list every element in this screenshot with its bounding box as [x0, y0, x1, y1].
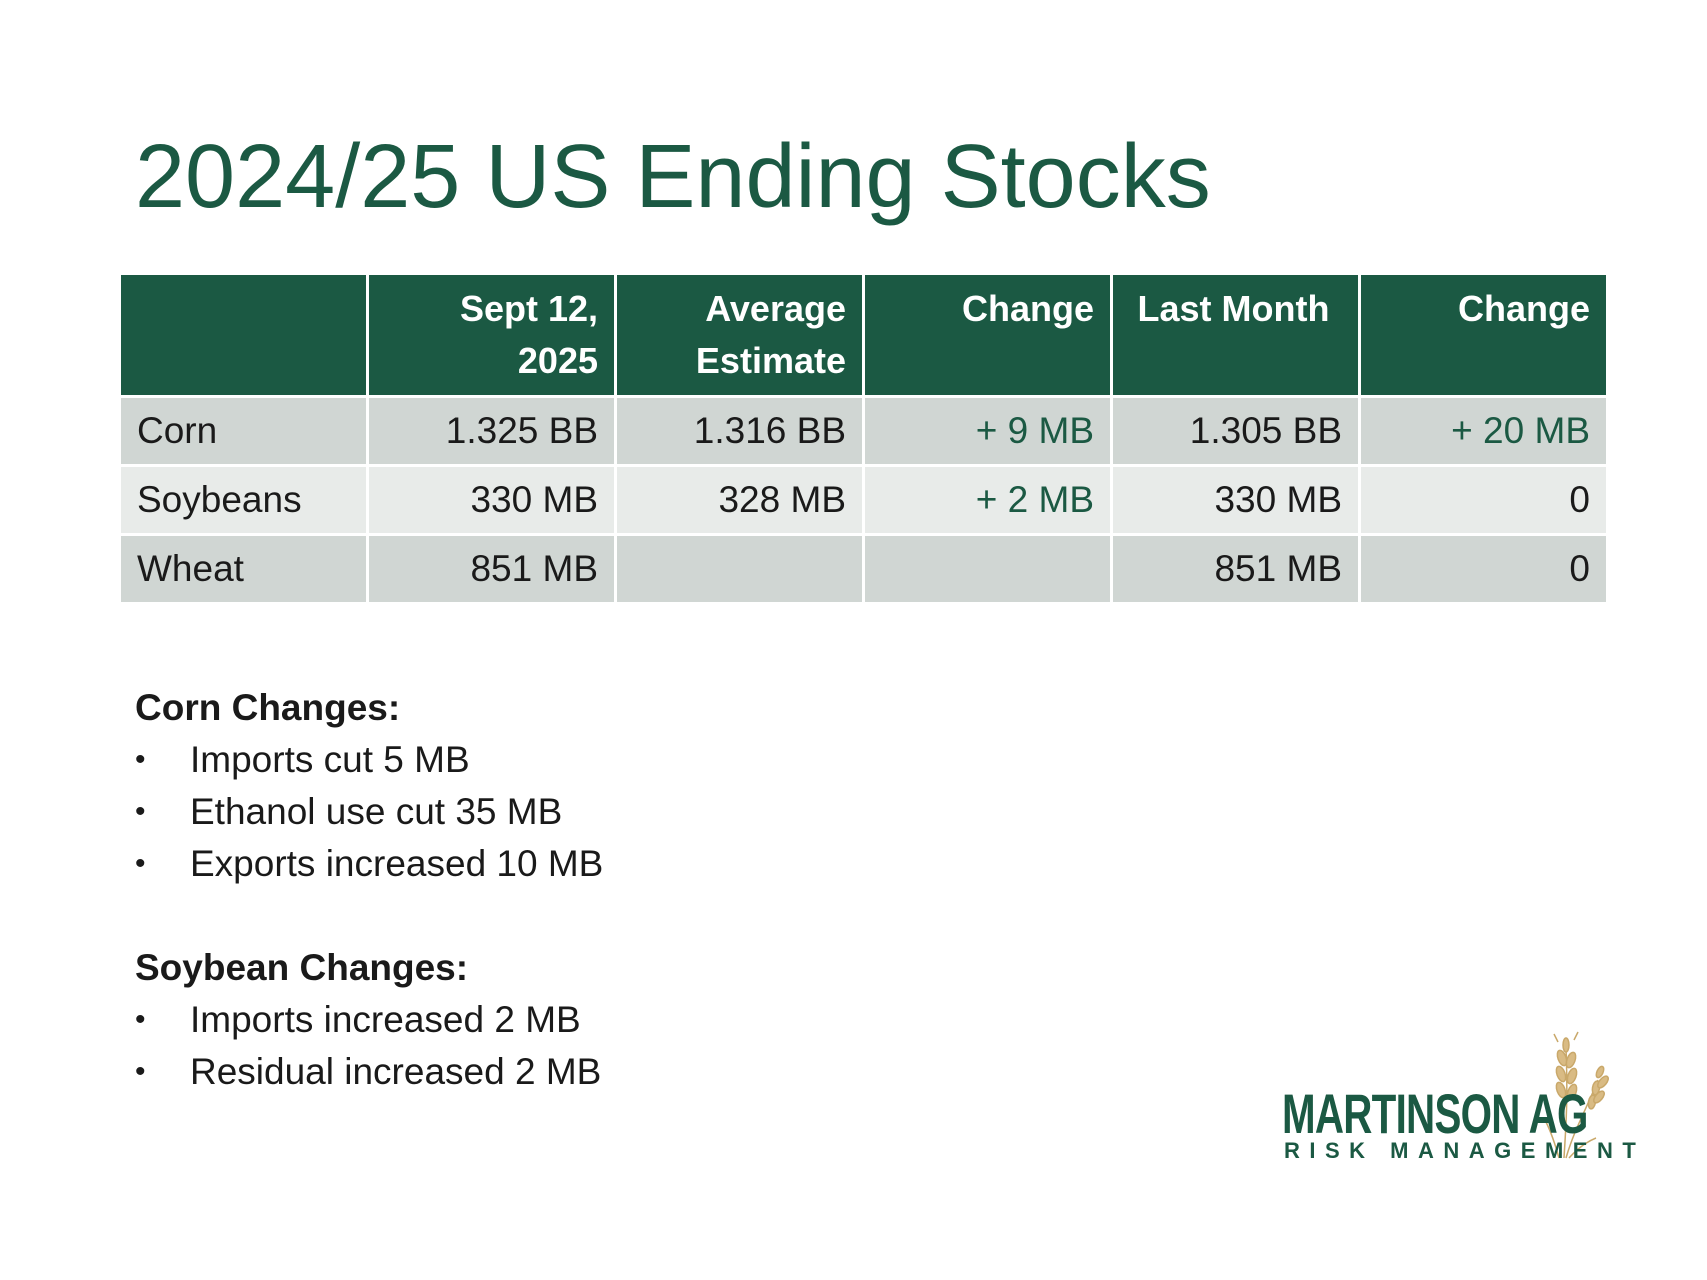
corn-changes-section: Corn Changes: • Imports cut 5 MB • Ethanol…: [135, 682, 1035, 890]
table-cell-average-estimate: [617, 536, 862, 602]
list-item-text: Imports increased 2 MB: [190, 999, 581, 1040]
table-cell-change: + 2 MB: [865, 467, 1110, 533]
table-row-soybeans: Soybeans 330 MB 328 MB + 2 MB 330 MB 0: [121, 467, 1606, 533]
column-header-change: Change: [865, 275, 1110, 395]
corn-changes-heading: Corn Changes:: [135, 687, 401, 728]
column-header-sept-12-2025: Sept 12, 2025: [369, 275, 614, 395]
bullet-icon: •: [135, 1055, 146, 1088]
table-row-wheat: Wheat 851 MB 851 MB 0: [121, 536, 1606, 602]
table-cell-change: + 9 MB: [865, 398, 1110, 464]
list-item-text: Ethanol use cut 35 MB: [190, 791, 563, 832]
soybean-changes-list: • Imports increased 2 MB • Residual increa…: [135, 994, 1035, 1098]
table-row-corn: Corn 1.325 BB 1.316 BB + 9 MB 1.305 BB +…: [121, 398, 1606, 464]
table-cell-change: [865, 536, 1110, 602]
table-cell-average-estimate: 328 MB: [617, 467, 862, 533]
table-cell-change-last-month: 0: [1361, 467, 1606, 533]
soybean-changes-heading: Soybean Changes:: [135, 947, 469, 988]
logo-tagline: RISK MANAGEMENT: [1284, 1138, 1646, 1163]
bullet-icon: •: [135, 1003, 146, 1036]
table-cell-last-month: 851 MB: [1113, 536, 1358, 602]
soybean-changes-section: Soybean Changes: • Imports increased 2 MB…: [135, 942, 1035, 1098]
list-item-text: Residual increased 2 MB: [190, 1051, 602, 1092]
column-header-commodity: [121, 275, 366, 395]
list-item: • Ethanol use cut 35 MB: [135, 786, 1035, 838]
list-item-text: Imports cut 5 MB: [190, 739, 470, 780]
table-cell-commodity: Soybeans: [121, 467, 366, 533]
ending-stocks-table: Sept 12, 2025 Average Estimate Change La…: [118, 272, 1609, 605]
column-header-average-estimate: Average Estimate: [617, 275, 862, 395]
list-item: • Imports increased 2 MB: [135, 994, 1035, 1046]
wheat-icon: [1545, 1031, 1609, 1159]
table-cell-sept-12: 851 MB: [369, 536, 614, 602]
table-cell-commodity: Corn: [121, 398, 366, 464]
column-header-change-last-month: Change: [1361, 275, 1606, 395]
column-header-last-month: Last Month: [1113, 275, 1358, 395]
table-cell-change-last-month: + 20 MB: [1361, 398, 1606, 464]
table-cell-change-last-month: 0: [1361, 536, 1606, 602]
list-item: • Imports cut 5 MB: [135, 734, 1035, 786]
logo-name: MARTINSON AG: [1282, 1082, 1588, 1145]
martinson-ag-logo: MARTINSON AG RISK MANAGEMENT: [1282, 1030, 1636, 1162]
table-cell-sept-12: 330 MB: [369, 467, 614, 533]
table-cell-sept-12: 1.325 BB: [369, 398, 614, 464]
table-cell-last-month: 1.305 BB: [1113, 398, 1358, 464]
list-item: • Residual increased 2 MB: [135, 1046, 1035, 1098]
column-header-sept-12-2025-text: Sept 12, 2025: [459, 288, 598, 381]
slide-title: 2024/25 US Ending Stocks: [135, 127, 1211, 227]
table-header-row: Sept 12, 2025 Average Estimate Change La…: [121, 275, 1606, 395]
bullet-icon: •: [135, 795, 146, 828]
table-cell-commodity: Wheat: [121, 536, 366, 602]
list-item-text: Exports increased 10 MB: [190, 843, 604, 884]
corn-changes-list: • Imports cut 5 MB • Ethanol use cut 35 MB…: [135, 734, 1035, 890]
table-cell-average-estimate: 1.316 BB: [617, 398, 862, 464]
column-header-average-estimate-text: Average Estimate: [695, 288, 846, 381]
bullet-icon: •: [135, 847, 146, 880]
table-cell-last-month: 330 MB: [1113, 467, 1358, 533]
bullet-icon: •: [135, 743, 146, 776]
changes-notes: Corn Changes: • Imports cut 5 MB • Ethanol…: [135, 682, 1035, 1098]
list-item: • Exports increased 10 MB: [135, 838, 1035, 890]
